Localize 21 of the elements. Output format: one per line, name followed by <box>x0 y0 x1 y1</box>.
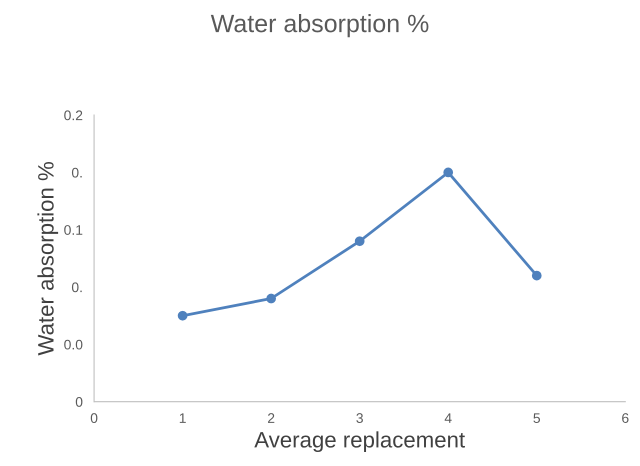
x-tick-label: 4 <box>444 413 452 423</box>
x-axis-title: Average replacement <box>254 431 465 452</box>
y-tick-label: 0.0 <box>64 340 82 350</box>
x-tick-label: 3 <box>356 413 363 424</box>
y-tick-label: 0. <box>72 282 82 292</box>
y-tick-label: 0 <box>76 397 82 407</box>
x-tick-label: 0 <box>90 413 98 424</box>
point <box>178 310 188 321</box>
y-tick-label: 0.2 <box>64 110 82 120</box>
x-tick-label: 6 <box>622 413 629 424</box>
y-tick-label: 0. <box>72 168 82 178</box>
point <box>443 168 454 178</box>
point <box>354 236 365 246</box>
x-tick-label: 1 <box>180 413 186 423</box>
point <box>532 270 542 280</box>
x-tick-label: 2 <box>268 413 274 423</box>
y-tick-label: 0.1 <box>64 225 82 235</box>
point <box>266 294 276 304</box>
x-tick-label: 5 <box>533 413 540 424</box>
y-axis-title: Water absorption % <box>37 162 58 356</box>
chart-title: Water absorption % <box>210 14 428 38</box>
